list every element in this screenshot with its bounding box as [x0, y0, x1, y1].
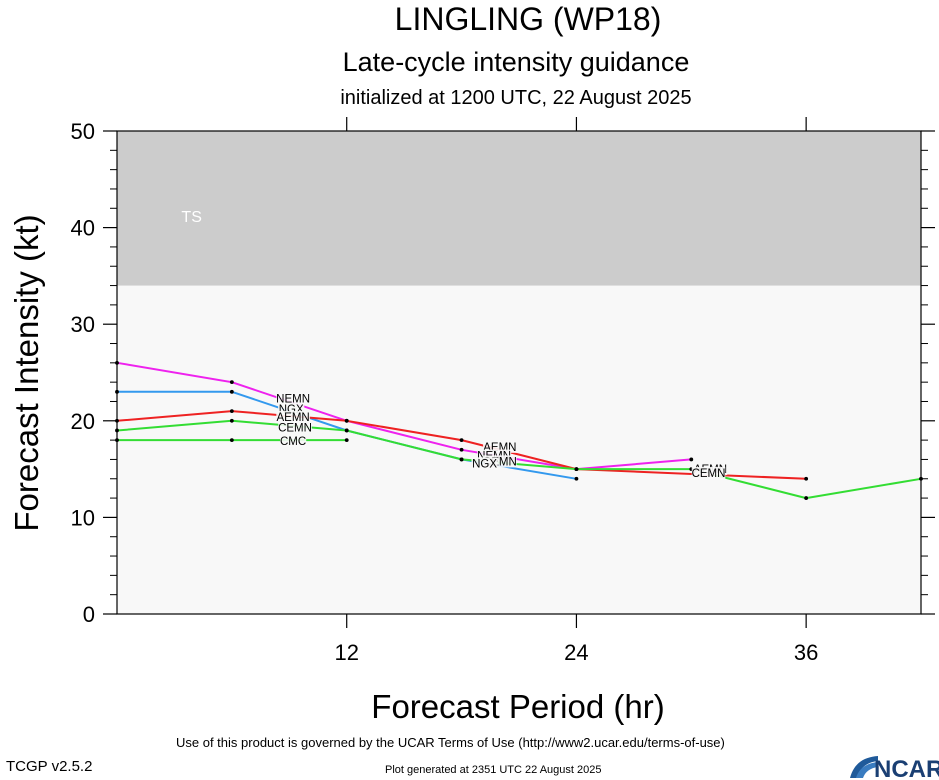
- band-label: TS: [181, 209, 201, 226]
- data-point-cmc-4: [344, 438, 349, 443]
- generated-time: Plot generated at 2351 UTC 22 August 202…: [385, 764, 602, 776]
- series-group: [115, 360, 923, 500]
- line-label: CMC: [280, 436, 306, 448]
- x-tick-label: 24: [564, 640, 588, 665]
- plot-frame: [116, 130, 922, 615]
- data-point-cemn-3: [344, 428, 349, 433]
- data-point-ngx-1: [229, 389, 234, 394]
- y-tick-label: 0: [83, 602, 95, 627]
- version-label: TCGP v2.5.2: [6, 758, 93, 775]
- y-axis-title: Forecast Intensity (kt): [8, 214, 45, 531]
- data-point-aemn-2: [229, 409, 234, 414]
- line-label-group: NEMNNGXAEMNCEMNCMCAEMNNEMNCEMNNGXAEMNCEM…: [276, 392, 728, 480]
- ncar-logo-text: NCAR: [874, 756, 939, 780]
- data-point-cemn-3: [229, 418, 234, 423]
- series-line-nemn-0: [116, 361, 692, 471]
- line-label-bg: [691, 466, 726, 479]
- x-tick-label: 36: [794, 640, 818, 665]
- line-label: NGX: [472, 458, 497, 470]
- data-point-aemn-2: [804, 476, 809, 481]
- line-label-bg: [278, 421, 312, 434]
- data-point-aemn-2: [459, 438, 464, 443]
- plot-area: TS: [117, 131, 921, 614]
- chart-subtitle: Late-cycle intensity guidance: [343, 47, 690, 77]
- chart-init-time: initialized at 1200 UTC, 22 August 2025: [340, 87, 691, 109]
- data-point-ngx-1: [574, 476, 579, 481]
- x-tick-label: 12: [334, 640, 358, 665]
- line-label-bg: [280, 435, 307, 448]
- y-tick-label: 20: [71, 409, 95, 434]
- line-label: CEMN: [692, 468, 726, 480]
- data-point-nemn-0: [229, 380, 234, 385]
- line-label-bg: [276, 410, 310, 423]
- line-label: AEMN: [276, 412, 309, 424]
- ncar-logo: NCAR: [850, 756, 939, 780]
- y-tick-label: 30: [71, 312, 95, 337]
- series-line-cemn-3: [116, 419, 922, 500]
- data-point-cmc-4: [229, 438, 234, 443]
- data-point-nemn-0: [689, 457, 694, 462]
- y-tick-label: 50: [71, 119, 95, 144]
- intensity-band-ts: [117, 131, 921, 286]
- y-tick-label: 40: [71, 216, 95, 241]
- data-point-cemn-3: [574, 467, 579, 471]
- terms-notice: Use of this product is governed by the U…: [176, 735, 725, 750]
- line-label: NEMN: [276, 394, 310, 406]
- line-label-bg: [276, 392, 310, 405]
- data-point-cemn-3: [459, 457, 464, 462]
- data-point-aemn-2: [344, 418, 349, 423]
- line-label: CEMN: [278, 423, 312, 435]
- series-line-aemn-2: [116, 410, 807, 480]
- data-point-cemn-3: [804, 496, 809, 500]
- y-tick-label: 10: [71, 505, 95, 530]
- chart-title: LINGLING (WP18): [395, 1, 662, 37]
- axes: 0 10 20 30 40 50 12 24 36: [71, 117, 935, 665]
- data-point-nemn-0: [459, 447, 464, 452]
- x-axis-title: Forecast Period (hr): [371, 688, 664, 725]
- line-label-bg: [471, 457, 498, 470]
